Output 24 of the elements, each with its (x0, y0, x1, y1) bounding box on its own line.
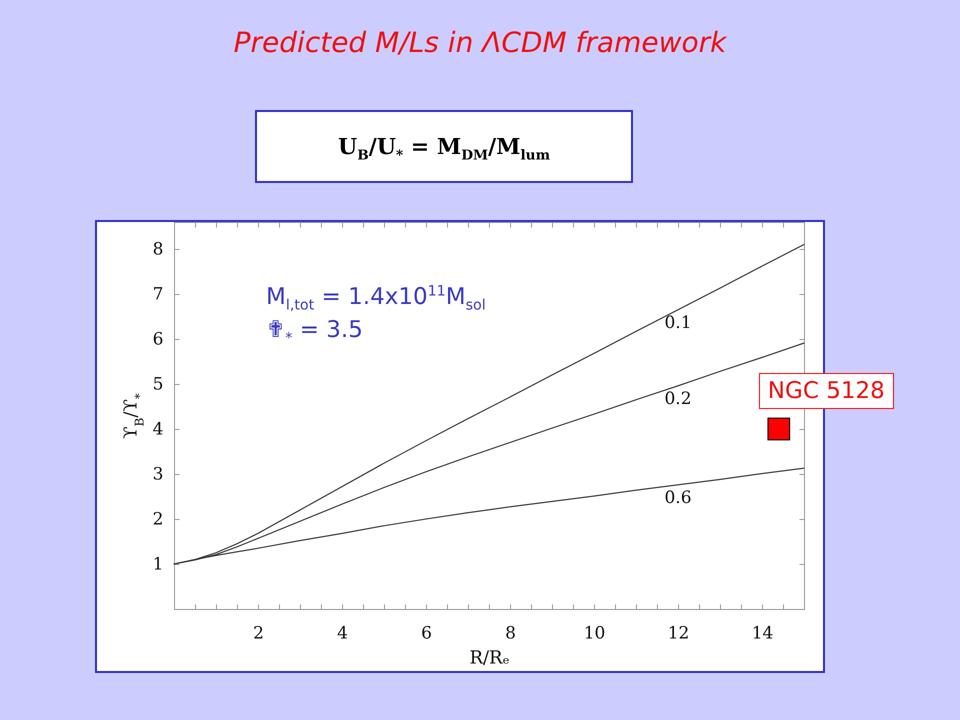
y-tick-label: 2 (152, 510, 164, 530)
y-tick-label: 1 (152, 554, 164, 574)
series-label: 0.6 (664, 488, 692, 508)
y-tick-label: 5 (152, 374, 164, 394)
x-tick-label: 10 (584, 624, 606, 644)
x-tick-label: 4 (337, 624, 348, 644)
y-tick-label: 7 (152, 284, 164, 304)
x-tick-label: 12 (668, 624, 690, 644)
annotation: ✟$_{*}$ = 3.5 (266, 316, 364, 347)
x-tick-label: 8 (505, 624, 516, 644)
x-tick-label: 6 (421, 624, 432, 644)
y-tick-label: 3 (152, 464, 164, 484)
x-axis-title: R/Rₑ (469, 648, 510, 668)
text: U$_{B}$/U$_{*}$ = M$_{DM}$/M$_{lum}$ (338, 134, 550, 163)
annotation: M$_{l,tot}$ = 1.4x10$^{11}$M$_{sol}$ (266, 282, 486, 314)
chart-title: Predicted M/Ls in ΛCDM framework (232, 26, 728, 59)
x-tick-label: 14 (752, 624, 774, 644)
y-tick-label: 8 (152, 240, 164, 260)
y-tick-label: 6 (152, 330, 164, 350)
series-label: NGC 5128 (758, 373, 894, 409)
x-tick-label: 2 (253, 624, 264, 644)
y-tick-label: 4 (152, 420, 164, 440)
series-label: 0.1 (664, 312, 692, 333)
series-label: 0.2 (664, 388, 692, 409)
